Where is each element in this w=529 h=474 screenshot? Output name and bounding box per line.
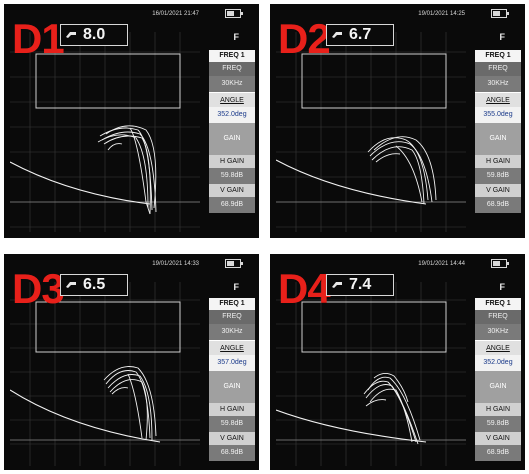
scope-display — [10, 282, 200, 466]
menu-angle-value: 352.0deg — [209, 107, 255, 123]
menu-angle-value: 352.0deg — [475, 355, 521, 371]
readout-box: 6.5 — [60, 274, 128, 296]
menu-angle-label[interactable]: ANGLE — [475, 340, 521, 355]
side-menu: FREQ 1 FREQ 30KHz ANGLE 355.0deg GAIN H … — [475, 50, 521, 230]
menu-freq-value: 30KHz — [475, 76, 521, 92]
menu-v-gain-value: 68.9dB — [475, 445, 521, 461]
menu-v-gain-label[interactable]: V GAIN — [475, 432, 521, 445]
menu-v-gain-label[interactable]: V GAIN — [475, 184, 521, 197]
battery-icon — [225, 259, 243, 268]
menu-v-gain-label[interactable]: V GAIN — [209, 184, 255, 197]
menu-gain[interactable]: GAIN — [209, 123, 255, 155]
menu-freq-value: 30KHz — [209, 76, 255, 92]
menu-freq1[interactable]: FREQ 1 — [475, 50, 521, 62]
signal-trace — [367, 136, 437, 205]
datetime: 19/01/2021 14:25 — [418, 11, 465, 17]
menu-freq-label[interactable]: FREQ — [475, 62, 521, 76]
menu-angle-label[interactable]: ANGLE — [209, 340, 255, 355]
menu-gain[interactable]: GAIN — [475, 371, 521, 403]
scope-svg — [10, 32, 200, 232]
liftoff-curve — [276, 159, 427, 205]
panel-label: D4 — [278, 265, 331, 312]
menu-h-gain-value: 59.8dB — [475, 168, 521, 184]
panel-d3: D3 6.5 19/01/2021 14:33 F FREQ 1 FREQ 30… — [4, 254, 259, 470]
scope-display — [276, 282, 466, 466]
menu-angle-value: 355.0deg — [475, 107, 521, 123]
readout-value: 7.4 — [349, 276, 372, 293]
menu-h-gain-label[interactable]: H GAIN — [475, 155, 521, 168]
menu-freq-label[interactable]: FREQ — [209, 310, 255, 324]
probe-icon — [66, 32, 76, 38]
side-menu: FREQ 1 FREQ 30KHz ANGLE 352.0deg GAIN H … — [475, 298, 521, 466]
menu-freq1[interactable]: FREQ 1 — [209, 298, 255, 310]
readout-value: 6.7 — [349, 26, 372, 43]
alarm-gate — [301, 301, 447, 353]
panel-d4: D4 7.4 19/01/2021 14:44 F FREQ 1 FREQ 30… — [270, 254, 525, 470]
panel-label: D2 — [278, 15, 331, 62]
menu-h-gain-label[interactable]: H GAIN — [475, 403, 521, 416]
alarm-gate — [301, 53, 447, 109]
signal-trace — [363, 373, 421, 445]
probe-icon — [332, 32, 342, 38]
scope-svg — [276, 282, 466, 466]
menu-freq1[interactable]: FREQ 1 — [209, 50, 255, 62]
mode-indicator: F — [233, 282, 240, 292]
battery-icon — [491, 259, 509, 268]
menu-h-gain-label[interactable]: H GAIN — [209, 403, 255, 416]
grid — [10, 282, 200, 466]
liftoff-curve — [276, 409, 427, 443]
menu-v-gain-label[interactable]: V GAIN — [209, 432, 255, 445]
menu-angle-value: 357.0deg — [209, 355, 255, 371]
readout-value: 6.5 — [83, 276, 106, 293]
signal-trace — [97, 125, 157, 215]
datetime: 16/01/2021 21:47 — [152, 11, 199, 17]
battery-icon — [491, 9, 509, 18]
liftoff-curve — [10, 389, 161, 443]
menu-angle-label[interactable]: ANGLE — [475, 92, 521, 107]
datetime: 19/01/2021 14:44 — [418, 261, 465, 267]
scope-svg — [10, 282, 200, 466]
panel-label: D1 — [12, 15, 65, 62]
menu-v-gain-value: 68.9dB — [475, 197, 521, 213]
menu-angle-label[interactable]: ANGLE — [209, 92, 255, 107]
datetime: 19/01/2021 14:33 — [152, 261, 199, 267]
alarm-gate — [35, 301, 181, 353]
side-menu: FREQ 1 FREQ 30KHz ANGLE 357.0deg GAIN H … — [209, 298, 255, 466]
side-menu: FREQ 1 FREQ 30KHz ANGLE 352.0deg GAIN H … — [209, 50, 255, 230]
probe-icon — [332, 282, 342, 288]
menu-v-gain-value: 68.9dB — [209, 197, 255, 213]
readout-box: 8.0 — [60, 24, 128, 46]
menu-freq-value: 30KHz — [209, 324, 255, 340]
menu-h-gain-label[interactable]: H GAIN — [209, 155, 255, 168]
scope-display — [276, 32, 466, 232]
readout-value: 8.0 — [83, 26, 106, 43]
menu-freq1[interactable]: FREQ 1 — [475, 298, 521, 310]
menu-gain[interactable]: GAIN — [209, 371, 255, 403]
menu-h-gain-value: 59.8dB — [209, 168, 255, 184]
mode-indicator: F — [499, 32, 506, 42]
signal-trace — [103, 366, 157, 441]
scope-svg — [276, 32, 466, 232]
probe-icon — [66, 282, 76, 288]
liftoff-curve — [10, 161, 151, 205]
menu-freq-label[interactable]: FREQ — [209, 62, 255, 76]
panel-d2: D2 6.7 19/01/2021 14:25 F FREQ 1 FREQ 30… — [270, 4, 525, 238]
panel-d1: D1 8.0 16/01/2021 21:47 F FREQ 1 FREQ 30… — [4, 4, 259, 238]
menu-freq-value: 30KHz — [475, 324, 521, 340]
mode-indicator: F — [499, 282, 506, 292]
menu-h-gain-value: 59.8dB — [475, 416, 521, 432]
menu-gain[interactable]: GAIN — [475, 123, 521, 155]
readout-box: 7.4 — [326, 274, 394, 296]
battery-icon — [225, 9, 243, 18]
menu-v-gain-value: 68.9dB — [209, 445, 255, 461]
menu-freq-label[interactable]: FREQ — [475, 310, 521, 324]
readout-box: 6.7 — [326, 24, 394, 46]
menu-h-gain-value: 59.8dB — [209, 416, 255, 432]
mode-indicator: F — [233, 32, 240, 42]
scope-display — [10, 32, 200, 232]
grid — [276, 282, 466, 466]
panel-label: D3 — [12, 265, 65, 312]
alarm-gate — [35, 53, 181, 109]
